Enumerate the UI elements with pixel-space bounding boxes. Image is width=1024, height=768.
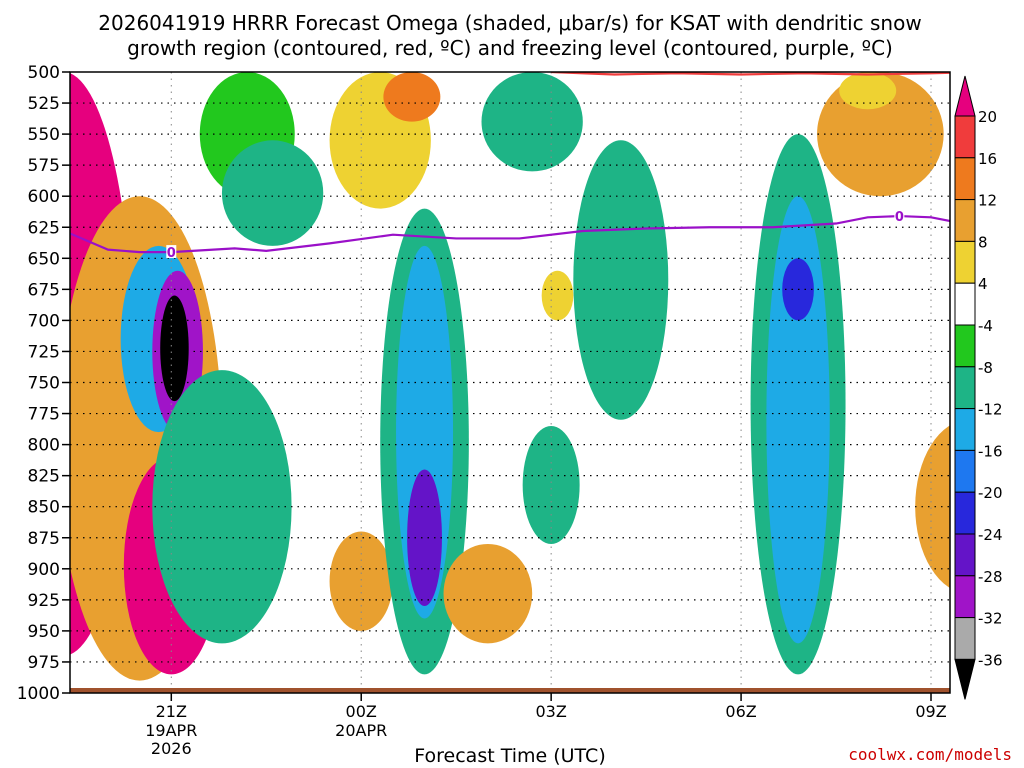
omega-cell-18	[541, 270, 574, 321]
freezing-label-bg	[166, 245, 177, 259]
freezing-label-bg	[894, 209, 905, 223]
x-tick-label: 19APR	[145, 721, 197, 740]
colorbar-label: -36	[978, 651, 1003, 669]
y-tick-label: 950	[28, 622, 60, 642]
y-tick-label: 675	[28, 280, 60, 300]
y-tick-label: 725	[28, 342, 60, 362]
colorbar-segment	[954, 533, 976, 577]
omega-cell-19	[573, 140, 669, 420]
x-tick-label: 06Z	[725, 702, 756, 721]
contour-lines: 00	[70, 72, 950, 261]
colorbar-segment	[954, 575, 976, 619]
y-axis: 500 525 550 575 600 625 650 675 700 725 750 775 800 8…	[17, 63, 70, 704]
x-tick-label: 09Z	[915, 702, 946, 721]
freezing-level-label: 0	[167, 246, 176, 261]
y-tick-label: 800	[28, 436, 60, 456]
colorbar: 20 16 12 8 4 -4 -8 -12 -16 -20 -24 -28 -32 -36	[954, 75, 1003, 700]
omega-cell-11	[383, 72, 441, 122]
colorbar-segment	[954, 75, 976, 117]
omega-cell-16	[481, 72, 583, 172]
x-axis: 21Z19APR202600Z20APR03Z06Z09Z12Z	[145, 693, 947, 758]
omega-cell-6	[152, 370, 292, 644]
omega-cell-14	[407, 469, 442, 607]
omega-cell-15	[443, 543, 533, 644]
colorbar-label: -24	[978, 526, 1003, 544]
ground-strip	[70, 688, 950, 693]
y-tick-label: 625	[28, 218, 60, 238]
x-tick-label: 20APR	[335, 721, 387, 740]
colorbar-segment	[954, 115, 976, 159]
y-tick-label: 700	[28, 311, 60, 331]
colorbar-label: 12	[978, 192, 997, 210]
freezing-level-label: 0	[895, 210, 904, 225]
colorbar-label: 4	[978, 275, 988, 293]
colorbar-segment	[954, 617, 976, 660]
y-tick-label: 1000	[17, 684, 60, 704]
colorbar-label: -28	[978, 568, 1003, 586]
colorbar-label: -12	[978, 401, 1003, 419]
y-tick-label: 875	[28, 529, 60, 549]
colorbar-segment	[954, 658, 976, 700]
colorbar-segment	[954, 491, 976, 535]
colorbar-segment	[954, 157, 976, 201]
y-tick-label: 525	[28, 94, 60, 114]
colorbar-label: 20	[978, 108, 997, 126]
y-tick-label: 925	[28, 591, 60, 611]
colorbar-segment	[954, 282, 976, 326]
y-tick-label: 750	[28, 374, 60, 394]
y-tick-label: 775	[28, 405, 60, 425]
y-tick-label: 550	[28, 125, 60, 145]
omega-cell-9	[329, 531, 393, 631]
omega-shading	[70, 72, 950, 681]
y-tick-label: 575	[28, 156, 60, 176]
omega-cell-4	[160, 295, 189, 402]
colorbar-label: -32	[978, 610, 1003, 628]
y-tick-label: 825	[28, 467, 60, 487]
y-tick-label: 500	[28, 63, 60, 83]
x-tick-label: 00Z	[346, 702, 377, 721]
x-axis-title: Forecast Time (UTC)	[414, 745, 605, 767]
colorbar-segment	[954, 366, 976, 410]
colorbar-label: -20	[978, 484, 1003, 502]
credit-text: coolwx.com/models	[848, 745, 1012, 764]
omega-cell-24	[839, 72, 897, 110]
x-tick-label: 21Z	[156, 702, 187, 721]
dendritic-growth-line	[551, 72, 950, 76]
colorbar-label: 16	[978, 150, 997, 168]
y-tick-label: 650	[28, 249, 60, 269]
chart-title-line2: growth region (contoured, red, ºC) and f…	[127, 36, 893, 60]
colorbar-segment	[954, 324, 976, 368]
y-tick-label: 975	[28, 653, 60, 673]
colorbar-label: -16	[978, 442, 1003, 460]
omega-cell-8	[221, 140, 324, 246]
omega-cell-21	[766, 196, 830, 644]
colorbar-segment	[954, 199, 976, 242]
x-tick-label: 03Z	[535, 702, 566, 721]
colorbar-label: 8	[978, 233, 988, 251]
y-tick-label: 600	[28, 187, 60, 207]
freezing-level-line	[70, 214, 950, 254]
omega-cell-25	[915, 425, 950, 589]
colorbar-segment	[954, 449, 976, 493]
colorbar-label: -4	[978, 317, 993, 335]
y-tick-label: 900	[28, 560, 60, 580]
y-tick-label: 850	[28, 498, 60, 518]
colorbar-segment	[954, 240, 976, 284]
colorbar-label: -8	[978, 359, 993, 377]
colorbar-segment	[954, 408, 976, 451]
omega-cell-17	[522, 425, 580, 544]
x-tick-label: 2026	[151, 739, 192, 758]
chart-title-line1: 2026041919 HRRR Forecast Omega (shaded, …	[98, 11, 921, 35]
